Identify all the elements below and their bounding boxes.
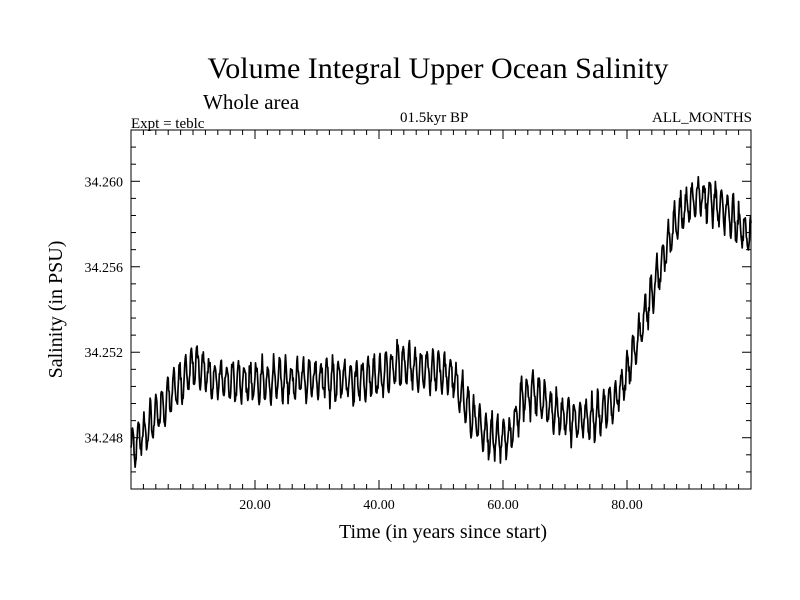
chart-subtitle: Whole area [203,90,300,114]
period-label: 01.5kyr BP [400,110,469,126]
x-tick-label: 80.00 [611,498,643,513]
experiment-label: Expt = teblc [131,116,205,132]
y-axis-label: Salinity (in PSU) [45,241,67,379]
y-tick-label: 34.256 [85,261,124,276]
x-tick-label: 40.00 [363,498,395,513]
y-tick-label: 34.260 [85,175,124,190]
x-tick-label: 20.00 [239,498,271,513]
x-tick-label: 60.00 [487,498,519,513]
series-line-salinity [130,175,752,469]
plot-frame [130,129,752,490]
months-label: ALL_MONTHS [652,110,752,126]
x-axis-label: Time (in years since start) [339,521,547,543]
y-tick-label: 34.248 [85,432,124,447]
chart-title: Volume Integral Upper Ocean Salinity [207,52,669,85]
y-tick-label: 34.252 [85,346,124,361]
